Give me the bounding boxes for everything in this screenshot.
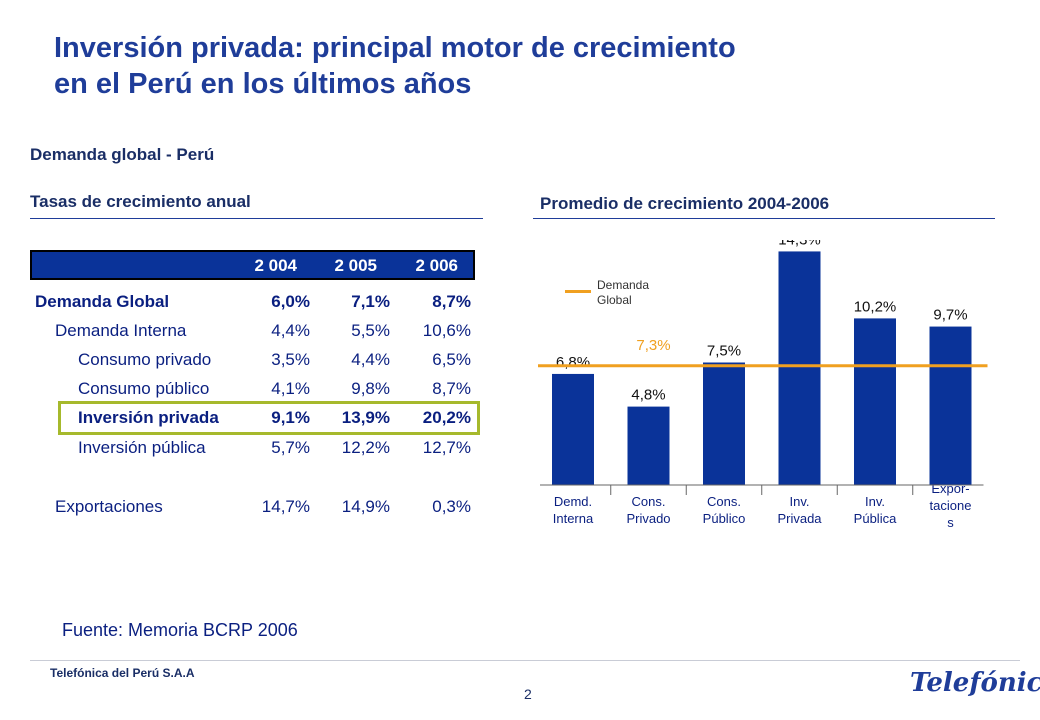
table-row: Inversión pública 5,7% 12,2% 12,7%: [30, 436, 475, 462]
row-label: Exportaciones: [55, 497, 163, 516]
category-label: Cons.: [707, 494, 741, 509]
row-value: 10,6%: [422, 321, 471, 340]
bar-value-label: 6,8%: [556, 354, 590, 371]
table-row: Demanda Interna 4,4% 5,5% 10,6%: [30, 319, 475, 345]
row-value: 14,9%: [341, 497, 390, 516]
table-header-2006: 2 006: [415, 256, 458, 275]
title-line-2: en el Perú en los últimos años: [54, 68, 472, 100]
subtitle: Demanda global - Perú: [30, 145, 215, 164]
telefonica-logo: Telefónica: [910, 668, 1040, 698]
category-label: Cons.: [632, 494, 666, 509]
table-row: Demanda Global 6,0% 7,1% 8,7%: [30, 290, 475, 316]
row-value: 12,7%: [422, 438, 471, 457]
bar-value-label: 4,8%: [631, 387, 665, 404]
row-value: 6,0%: [271, 292, 310, 311]
category-label: Interna: [553, 511, 594, 526]
bar-value-label: 14,3%: [778, 240, 821, 248]
row-value: 13,9%: [341, 408, 390, 427]
row-value: 20,2%: [422, 408, 471, 427]
category-label: tacione: [930, 498, 972, 513]
row-value: 3,5%: [271, 350, 310, 369]
company-name: Telefónica del Perú S.A.A: [50, 666, 195, 680]
left-heading: Tasas de crecimiento anual: [30, 192, 251, 211]
row-value: 5,5%: [351, 321, 390, 340]
row-label: Inversión pública: [78, 438, 206, 457]
source-note: Fuente: Memoria BCRP 2006: [62, 620, 298, 640]
category-label: Público: [703, 511, 746, 526]
table-row: Consumo público 4,1% 9,8% 8,7%: [30, 377, 475, 403]
row-value: 9,1%: [271, 408, 310, 427]
row-value: 0,3%: [432, 497, 471, 516]
row-value: 4,4%: [271, 321, 310, 340]
left-heading-rule: [30, 218, 483, 219]
row-value: 9,8%: [351, 379, 390, 398]
category-label: Demd.: [554, 494, 592, 509]
bar: [778, 251, 821, 485]
bar-value-label: 10,2%: [854, 298, 897, 315]
highlight-box: [58, 401, 480, 435]
category-label: Expor-: [931, 481, 969, 496]
row-value: 14,7%: [261, 497, 310, 516]
title-line-1: Inversión privada: principal motor de cr…: [54, 32, 736, 64]
table-row: Exportaciones 14,7% 14,9% 0,3%: [30, 495, 475, 521]
row-value: 7,1%: [351, 292, 390, 311]
table-row: Inversión privada 9,1% 13,9% 20,2%: [30, 406, 475, 432]
bar: [552, 373, 594, 485]
right-heading-rule: [533, 218, 995, 219]
table-header: 2 004 2 005 2 006: [30, 250, 475, 280]
right-heading: Promedio de crecimiento 2004-2006: [540, 194, 830, 213]
category-label: Inv.: [790, 494, 810, 509]
table-header-2004: 2 004: [254, 256, 297, 275]
category-label: s: [947, 515, 954, 530]
bar: [627, 406, 670, 485]
row-value: 4,1%: [271, 379, 310, 398]
category-label: Pública: [854, 511, 897, 526]
bar-chart: 6,8% Demd. Interna 4,8% Cons. Privado 7,5% Cons…: [538, 240, 988, 530]
category-label: Inv.: [865, 494, 885, 509]
row-value: 8,7%: [432, 379, 471, 398]
row-label: Consumo público: [78, 379, 210, 398]
reference-line-label: 7,3%: [636, 337, 670, 354]
bar-value-label: 7,5%: [707, 343, 741, 360]
row-value: 12,2%: [341, 438, 390, 457]
row-label: Demanda Interna: [55, 321, 187, 340]
row-label: Demanda Global: [35, 292, 170, 311]
table-row: Consumo privado 3,5% 4,4% 6,5%: [30, 348, 475, 374]
row-label: Consumo privado: [78, 350, 212, 369]
bar: [929, 326, 972, 485]
page-number: 2: [524, 686, 532, 702]
category-label: Privada: [777, 511, 822, 526]
row-label: Inversión privada: [78, 408, 219, 427]
footer-divider: [30, 660, 1020, 661]
legend-swatch: [565, 290, 591, 293]
row-value: 4,4%: [351, 350, 390, 369]
row-value: 8,7%: [432, 292, 471, 311]
category-label: Privado: [626, 511, 670, 526]
bar-value-label: 9,7%: [933, 307, 967, 324]
row-value: 6,5%: [432, 350, 471, 369]
page-title: Inversión privada: principal motor de cr…: [54, 30, 954, 102]
legend-label: Demanda Global: [597, 278, 650, 307]
row-value: 5,7%: [271, 438, 310, 457]
bar: [854, 318, 896, 485]
table-header-2005: 2 005: [334, 256, 377, 275]
bar: [703, 362, 745, 485]
